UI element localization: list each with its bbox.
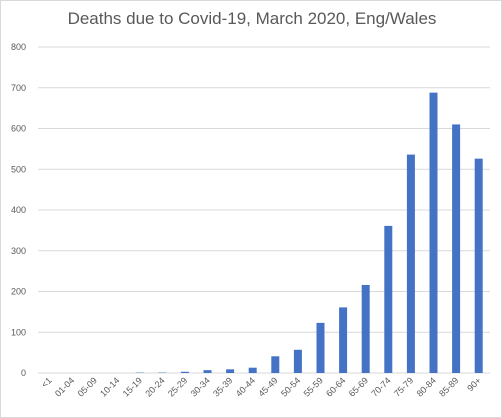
bar [293, 349, 302, 373]
y-tick-label: 400 [11, 205, 26, 215]
y-tick-label: 800 [11, 42, 26, 52]
x-tick-label: 60-64 [324, 375, 347, 398]
x-tick-label: 01-04 [53, 375, 76, 398]
y-tick-label: 100 [11, 327, 26, 337]
bar [271, 356, 280, 373]
bar [361, 284, 370, 373]
x-tick-label: 15-19 [121, 375, 144, 398]
chart-title: Deaths due to Covid-19, March 2020, Eng/… [67, 9, 437, 28]
bar [429, 92, 438, 373]
y-tick-label: 200 [11, 287, 26, 297]
x-tick-label: 05-09 [76, 375, 99, 398]
bar [316, 322, 325, 373]
bar [180, 371, 189, 373]
x-tick-label: 65-69 [347, 375, 370, 398]
y-tick-label: 0 [21, 368, 26, 378]
x-tick-label: 50-54 [279, 375, 302, 398]
bar [474, 158, 483, 373]
bar [452, 124, 461, 373]
x-tick-label: 45-49 [256, 375, 279, 398]
bar [406, 154, 415, 373]
x-tick-label: 20-24 [143, 375, 166, 398]
x-tick-label: 80-84 [415, 375, 438, 398]
y-tick-label: 300 [11, 246, 26, 256]
y-tick-label: 600 [11, 124, 26, 134]
x-tick-label: 30-34 [189, 375, 212, 398]
x-tick-label: 70-74 [369, 375, 392, 398]
bar [203, 370, 212, 373]
y-tick-label: 700 [11, 83, 26, 93]
x-tick-label: 40-44 [234, 375, 257, 398]
x-tick-label: 55-59 [302, 375, 325, 398]
x-tick-label: 85-89 [437, 375, 460, 398]
x-tick-label: 25-29 [166, 375, 189, 398]
y-tick-label: 500 [11, 164, 26, 174]
x-tick-label: 75-79 [392, 375, 415, 398]
x-tick-label: <1 [39, 375, 53, 389]
bar [339, 307, 348, 373]
x-tick-label: 35-39 [211, 375, 234, 398]
bar [248, 367, 257, 373]
x-tick-label: 10-14 [98, 375, 121, 398]
bar [226, 369, 235, 373]
bar [384, 225, 393, 373]
x-tick-label: 90+ [465, 375, 483, 393]
